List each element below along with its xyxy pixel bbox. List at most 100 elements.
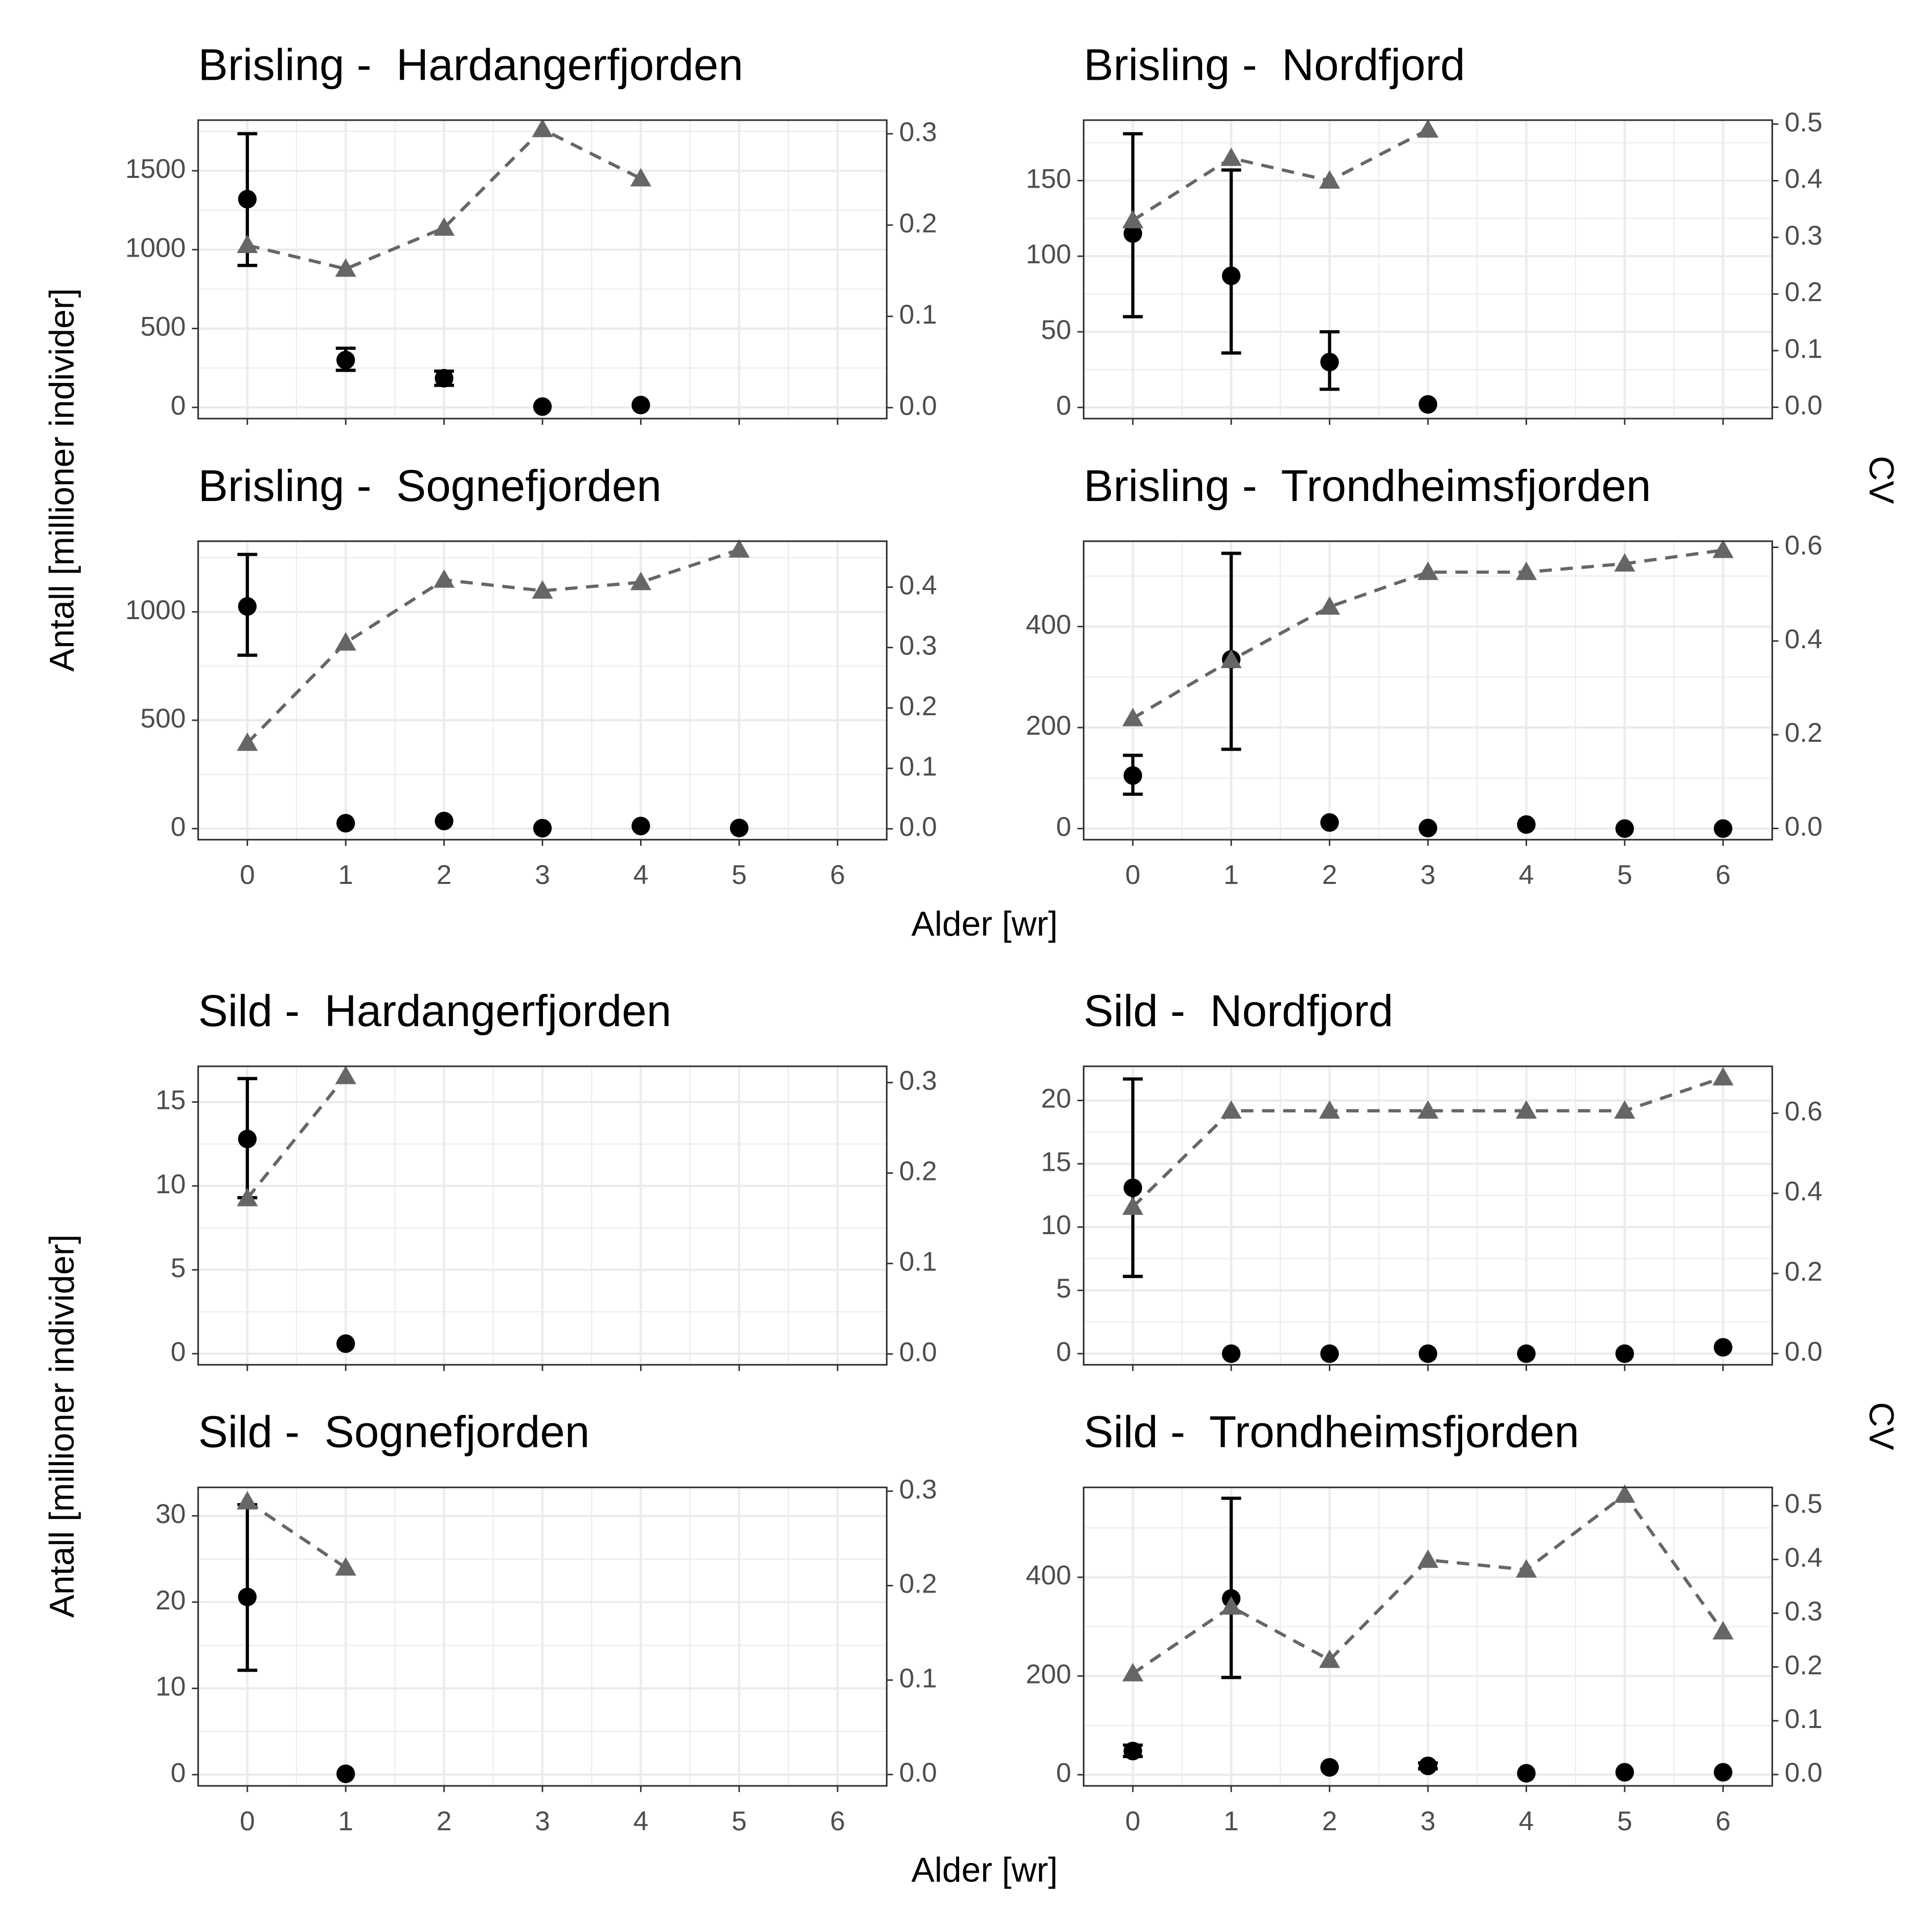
point [1615, 1344, 1634, 1363]
cv-marker [1122, 708, 1144, 726]
error-bar [1221, 168, 1241, 355]
point [238, 190, 257, 209]
cv-marker [1122, 1663, 1144, 1681]
point [1320, 813, 1339, 832]
y2-tick-label: 0.4 [1785, 164, 1823, 194]
cv-marker [237, 1491, 258, 1510]
x-tick-label: 3 [1420, 860, 1436, 890]
x-tick-label: 0 [240, 860, 255, 890]
y2-tick-label: 0.0 [899, 1758, 937, 1788]
y-tick-label: 1000 [125, 595, 186, 625]
y2-axis-title: CV [1862, 456, 1900, 504]
point [435, 369, 453, 388]
x-tick-label: 3 [535, 860, 550, 890]
cv-marker [1515, 1100, 1537, 1119]
point [1418, 395, 1438, 414]
y2-tick-label: 0.6 [1785, 531, 1823, 561]
y2-tick-label: 0.5 [1785, 1489, 1823, 1519]
cv-marker [434, 217, 455, 236]
y-tick-label: 400 [1026, 610, 1072, 640]
point [1615, 1763, 1634, 1782]
x-tick-label: 6 [1715, 860, 1731, 890]
cv-marker [1319, 170, 1340, 189]
point [1222, 266, 1241, 285]
y2-tick-label: 0.4 [1785, 1176, 1823, 1207]
panel-border [1083, 540, 1774, 840]
point [1517, 1344, 1536, 1363]
cv-marker [434, 569, 455, 588]
y2-tick-label: 0.3 [899, 1474, 937, 1505]
point [1320, 1758, 1339, 1777]
y-tick-label: 500 [140, 703, 186, 734]
cv-marker [1220, 649, 1242, 668]
y2-tick-label: 0.2 [899, 208, 937, 238]
y2-tick-label: 0.1 [1785, 1704, 1823, 1734]
y-tick-label: 100 [1026, 239, 1072, 269]
x-axis-title: Alder [wr] [912, 1851, 1058, 1890]
y2-tick-label: 0.2 [1785, 1257, 1823, 1287]
point [336, 1334, 355, 1353]
x-tick-label: 2 [1322, 1806, 1337, 1836]
y2-tick-label: 0.0 [1785, 391, 1823, 421]
y-tick-label: 200 [1026, 711, 1072, 741]
cv-line [246, 548, 740, 744]
point [1320, 1344, 1339, 1363]
point [1123, 1741, 1143, 1761]
y-tick-label: 400 [1026, 1560, 1072, 1590]
y2-tick-label: 0.2 [1785, 718, 1823, 748]
panel-title: Sild - Sognefjorden [198, 1407, 590, 1457]
y-tick-label: 0 [171, 1337, 186, 1367]
point [1418, 1756, 1438, 1776]
panel: Brisling - Trondheimsfjorden 0 200 400 0 1 2 3 4… [1026, 461, 1823, 890]
point [1714, 819, 1733, 838]
panel-title: Brisling - Trondheimsfjorden [1084, 461, 1651, 511]
y-tick-label: 500 [140, 312, 186, 342]
y-tick-label: 50 [1041, 315, 1071, 345]
panel: Sild - Sognefjorden 0 10 20 30 0 1 2 3 4 5 6 0.0 0.1 0… [155, 1407, 937, 1836]
x-tick-label: 1 [1223, 860, 1239, 890]
point [238, 1587, 257, 1606]
panel-title: Brisling - Nordfjord [1084, 40, 1465, 89]
point [238, 1129, 257, 1148]
cv-marker [1319, 1100, 1340, 1119]
cv-marker [335, 1065, 356, 1084]
y2-tick-label: 0.1 [899, 300, 937, 330]
cv-marker [1712, 1621, 1734, 1640]
y-tick-label: 10 [155, 1672, 186, 1702]
point [1418, 819, 1438, 837]
x-axis-title: Alder [wr] [912, 905, 1058, 943]
panel-border [197, 540, 888, 840]
y2-tick-label: 0.0 [899, 391, 937, 421]
x-tick-label: 4 [1519, 860, 1534, 890]
y-tick-label: 30 [155, 1499, 186, 1529]
y2-tick-label: 0.1 [899, 1663, 937, 1693]
point [631, 396, 650, 415]
point [1123, 766, 1143, 785]
x-tick-label: 6 [1715, 1806, 1731, 1836]
point [1517, 1764, 1536, 1783]
x-tick-label: 0 [1125, 860, 1141, 890]
y-tick-label: 15 [1041, 1147, 1071, 1177]
cv-marker [1515, 1559, 1537, 1578]
point [1123, 1178, 1143, 1197]
y2-tick-label: 0.3 [899, 117, 937, 147]
cv-marker [532, 119, 553, 138]
x-tick-label: 3 [535, 1806, 550, 1836]
error-bar [1221, 1496, 1241, 1679]
cv-marker [1712, 1067, 1734, 1086]
y2-tick-label: 0.4 [899, 570, 937, 600]
cv-marker [1515, 561, 1537, 580]
cv-marker [335, 1557, 356, 1576]
panel-border [1083, 119, 1774, 420]
cv-marker [335, 632, 356, 651]
y-tick-label: 0 [171, 812, 186, 842]
x-tick-label: 0 [240, 1806, 255, 1836]
panel-border [197, 1486, 888, 1787]
y2-tick-label: 0.4 [1785, 1542, 1823, 1573]
panel: Sild - Hardangerfjorden 0 5 10 15 0.0 0.1 0.2 0.… [155, 986, 937, 1371]
panel-title: Sild - Nordfjord [1084, 986, 1394, 1036]
x-tick-label: 1 [1223, 1806, 1239, 1836]
y2-tick-label: 0.0 [1785, 1337, 1823, 1367]
